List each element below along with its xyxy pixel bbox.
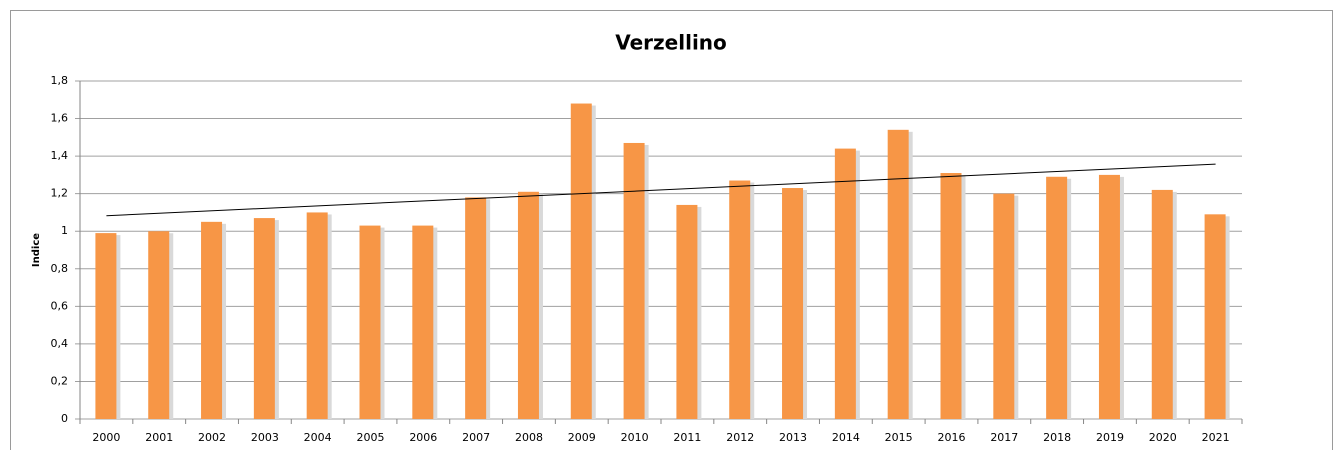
x-tick-label: 2019	[1096, 431, 1124, 444]
y-tick-label: 0,4	[51, 337, 69, 350]
x-tick-label: 2013	[779, 431, 807, 444]
y-tick-label: 0	[61, 412, 68, 425]
bar	[1151, 189, 1173, 419]
x-tick-label: 2018	[1043, 431, 1071, 444]
x-tick-label: 2020	[1149, 431, 1177, 444]
x-tick-label: 2001	[145, 431, 173, 444]
bar	[834, 148, 856, 419]
bar	[465, 197, 487, 419]
trendline	[106, 163, 1216, 217]
chart-title: Verzellino	[615, 31, 727, 55]
y-tick-label: 1,4	[51, 149, 69, 162]
x-tick-label: 2016	[938, 431, 966, 444]
x-tick-label: 2009	[568, 431, 596, 444]
bar	[253, 218, 275, 419]
y-tick-label: 1,6	[51, 112, 69, 125]
bar	[517, 191, 539, 419]
bar	[148, 231, 170, 419]
bar	[412, 225, 434, 419]
bar	[729, 180, 751, 419]
y-tick-label: 0,6	[51, 299, 69, 312]
y-tick-label: 1,8	[51, 74, 69, 87]
x-tick-label: 2021	[1202, 431, 1230, 444]
bar	[1098, 174, 1120, 419]
x-tick-label: 2017	[990, 431, 1018, 444]
bar	[782, 188, 804, 419]
y-tick-label: 0,8	[51, 262, 69, 275]
x-tick-label: 2004	[304, 431, 332, 444]
bar	[1204, 214, 1226, 419]
x-tick-label: 2006	[409, 431, 437, 444]
y-tick-label: 1	[61, 224, 68, 237]
x-tick-label: 2015	[885, 431, 913, 444]
y-tick-label: 0,2	[51, 374, 69, 387]
x-tick-label: 2008	[515, 431, 543, 444]
bar	[95, 233, 117, 419]
x-tick-label: 2011	[673, 431, 701, 444]
bar	[623, 142, 645, 419]
x-tick-label: 2000	[92, 431, 120, 444]
x-tick-label: 2007	[462, 431, 490, 444]
x-tick-label: 2014	[832, 431, 860, 444]
bar	[993, 193, 1015, 419]
y-axis-label: Indice	[31, 233, 42, 267]
bar	[940, 173, 962, 419]
x-tick-label: 2002	[198, 431, 226, 444]
bar	[359, 225, 381, 419]
x-tick-label: 2010	[621, 431, 649, 444]
x-tick-label: 2005	[357, 431, 385, 444]
bar	[676, 204, 698, 419]
y-tick-label: 1,2	[51, 187, 69, 200]
bar	[887, 129, 909, 420]
bar	[201, 221, 223, 419]
x-tick-label: 2012	[726, 431, 754, 444]
x-tick-label: 2003	[251, 431, 279, 444]
bar	[306, 212, 328, 419]
bar	[1046, 176, 1068, 419]
bar	[570, 103, 592, 420]
